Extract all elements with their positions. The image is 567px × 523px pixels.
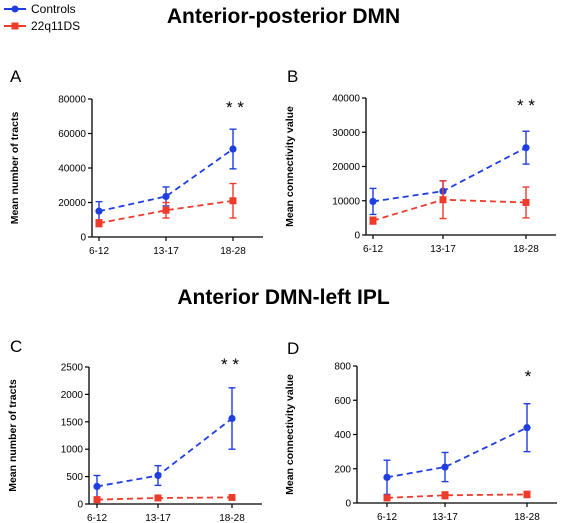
data-point-controls [441, 463, 449, 471]
data-point-deletion [439, 196, 447, 204]
legend-label-22q11ds: 22q11DS [31, 18, 81, 33]
data-point-controls [228, 414, 236, 423]
y-tick-label: 10000 [332, 196, 360, 207]
y-tick-label: 1000 [61, 445, 84, 456]
y-tick-label: 40000 [332, 94, 360, 105]
data-point-deletion [228, 493, 236, 501]
x-tick-label: 18-28 [514, 512, 540, 523]
x-tick-label: 13-17 [145, 513, 171, 523]
series-line-controls [98, 148, 234, 213]
section-title-bottom: Anterior DMN-left IPL [177, 286, 390, 309]
x-tick-label: 13-17 [432, 512, 458, 523]
data-point-controls [162, 192, 170, 201]
y-tick-label: 200 [334, 464, 351, 475]
y-axis-label: Mean connectivity value [284, 106, 296, 227]
data-point-controls [93, 482, 101, 491]
legend-label-controls: Controls [31, 1, 76, 16]
panel-letter: C [10, 337, 22, 356]
y-tick-label: 30000 [332, 128, 360, 139]
data-point-controls [522, 144, 530, 152]
x-tick-label: 13-17 [153, 246, 179, 257]
chart-panel-b: B 0 10000 20000 30000 40000 6-12 13-17 18-28 Mean… [284, 67, 556, 255]
controls-legend-marker [4, 5, 26, 12]
x-tick-label: 6-12 [363, 244, 383, 255]
significance-marker: * * [221, 355, 239, 374]
y-tick-label: 0 [80, 233, 86, 244]
deletion-legend-marker [4, 22, 26, 29]
y-axis-label: Mean number of tracts [9, 112, 21, 225]
series-line-controls [96, 417, 233, 488]
y-tick-label: 80000 [58, 95, 86, 106]
series-line-deletion [372, 198, 527, 222]
panel-letter: A [10, 67, 22, 86]
panel-letter: D [287, 339, 299, 358]
data-point-deletion [383, 494, 391, 502]
data-point-deletion [369, 217, 377, 225]
x-tick-label: 6-12 [377, 512, 397, 523]
x-tick-label: 18-28 [220, 246, 246, 257]
data-point-deletion [162, 206, 170, 214]
x-tick-label: 18-28 [219, 513, 245, 523]
y-tick-label: 400 [334, 430, 351, 441]
y-axis-label: Mean number of tracts [7, 379, 19, 492]
series-line-deletion [96, 496, 233, 501]
data-point-deletion [523, 490, 531, 498]
x-tick-label: 13-17 [430, 244, 456, 255]
data-point-controls [229, 145, 237, 153]
y-tick-label: 0 [345, 499, 351, 510]
data-point-deletion [441, 491, 449, 499]
significance-marker: * * [226, 98, 244, 117]
legend-entry-controls: Controls [4, 0, 80, 17]
chart-panel-c: C 0 500 1000 1500 2000 2500 6-12 13-17 18-28 Mean … [7, 337, 262, 523]
y-tick-label: 2500 [61, 363, 84, 374]
legend: Controls 22q11DS [4, 0, 80, 34]
series-line-deletion [386, 493, 528, 499]
data-point-controls [95, 207, 103, 215]
y-tick-label: 20000 [332, 162, 360, 173]
chart-panel-d: D 0 200 400 600 800 6-12 13-17 18-28 Mean connect… [284, 339, 557, 523]
series-line-controls [372, 146, 527, 203]
significance-marker: * [525, 367, 532, 386]
series-line-deletion [98, 199, 234, 225]
significance-marker: * * [517, 96, 535, 115]
data-point-deletion [154, 494, 162, 502]
y-tick-label: 2000 [61, 390, 84, 401]
data-point-deletion [522, 198, 530, 206]
y-tick-label: 500 [66, 472, 83, 483]
data-point-controls [383, 473, 391, 481]
y-tick-label: 0 [354, 231, 360, 242]
panel-letter: B [287, 67, 298, 86]
x-tick-label: 6-12 [87, 513, 107, 523]
series-line-controls [386, 426, 528, 479]
chart-panel-a: A 0 20000 40000 60000 80000 6-12 13-17 18-28 Mean… [9, 67, 263, 257]
data-point-deletion [229, 197, 237, 205]
data-point-controls [523, 424, 531, 432]
x-tick-label: 18-28 [513, 244, 539, 255]
y-tick-label: 600 [334, 396, 351, 407]
y-tick-label: 0 [77, 500, 83, 511]
data-point-deletion [93, 496, 101, 504]
y-tick-label: 1500 [61, 417, 84, 428]
data-point-controls [154, 471, 162, 480]
y-tick-label: 40000 [58, 164, 86, 175]
y-tick-label: 60000 [58, 129, 86, 140]
y-axis-label: Mean connectivity value [284, 374, 296, 495]
legend-entry-22q11ds: 22q11DS [4, 17, 80, 34]
y-tick-label: 20000 [58, 198, 86, 209]
x-tick-label: 6-12 [89, 246, 109, 257]
section-title-top: Anterior-posterior DMN [166, 5, 401, 28]
data-point-deletion [95, 219, 103, 227]
data-point-controls [369, 197, 377, 206]
y-tick-label: 800 [334, 362, 351, 373]
